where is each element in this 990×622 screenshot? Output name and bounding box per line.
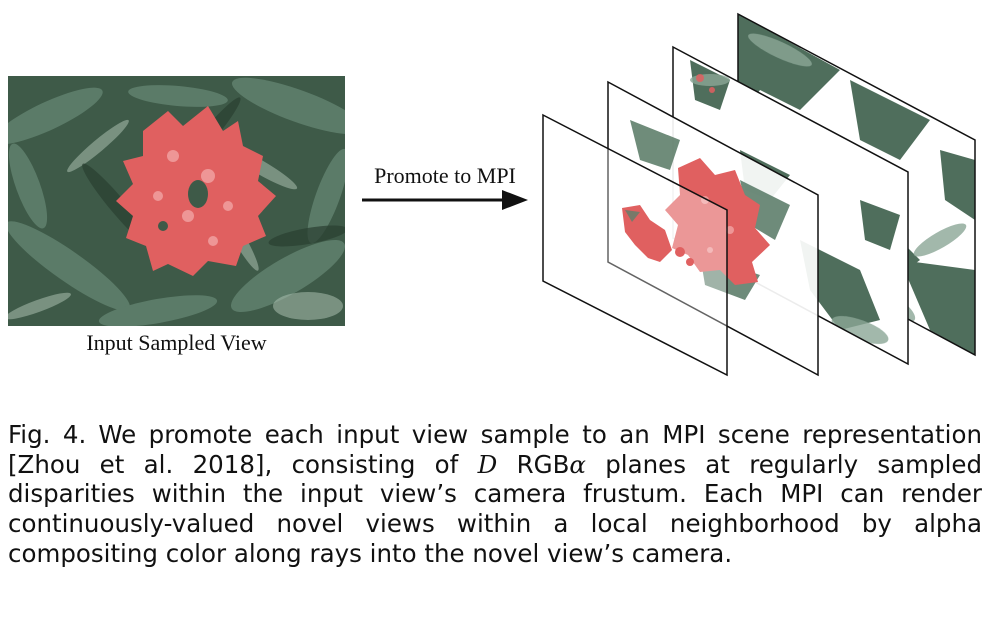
input-sampled-view-image	[8, 76, 345, 326]
caption-math-alpha: α	[569, 449, 586, 479]
figure-4: Input Sampled View Promote to MPI	[8, 12, 976, 377]
caption-text-1: We promote each input view sample to an …	[8, 420, 982, 479]
arrow-icon	[362, 190, 528, 210]
figure-caption: Fig. 4. We promote each input view sample…	[8, 420, 982, 568]
input-view-label: Input Sampled View	[86, 330, 267, 355]
mpi-plane-2	[607, 80, 819, 377]
caption-text-2: RGB	[497, 449, 570, 479]
figure-number: Fig. 4.	[8, 420, 87, 449]
mpi-plane-1	[542, 113, 728, 377]
promote-label: Promote to MPI	[374, 163, 516, 188]
mpi-planes	[542, 12, 976, 377]
caption-text-3: planes at regularly sampled disparities …	[8, 449, 983, 568]
caption-math-d: D	[477, 449, 498, 479]
